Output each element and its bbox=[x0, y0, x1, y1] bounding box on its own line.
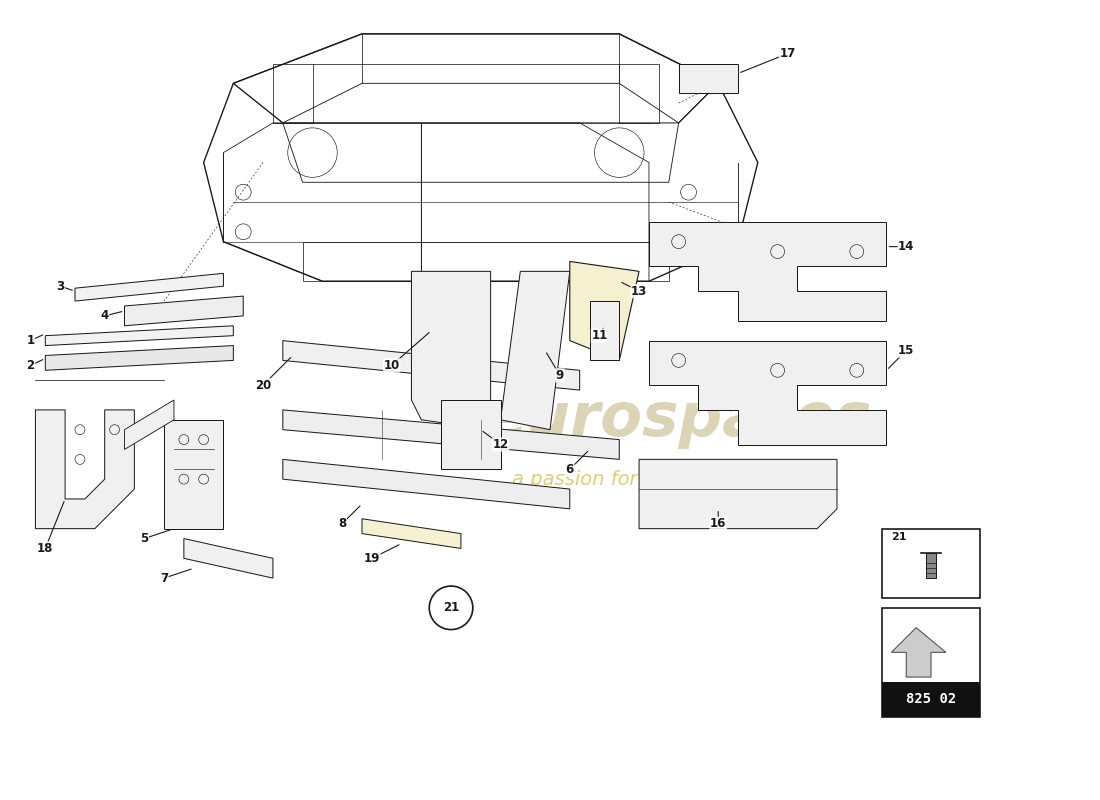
Text: 7: 7 bbox=[160, 572, 168, 585]
Text: a passion for parts since 1985: a passion for parts since 1985 bbox=[512, 470, 806, 489]
Text: 10: 10 bbox=[384, 359, 399, 372]
Polygon shape bbox=[570, 262, 639, 361]
Text: 11: 11 bbox=[592, 329, 607, 342]
Polygon shape bbox=[679, 63, 738, 94]
Polygon shape bbox=[639, 459, 837, 529]
Text: 5: 5 bbox=[140, 532, 148, 545]
Polygon shape bbox=[35, 410, 134, 529]
Text: 15: 15 bbox=[898, 344, 914, 357]
Text: 21: 21 bbox=[891, 531, 906, 542]
Polygon shape bbox=[283, 410, 619, 459]
Polygon shape bbox=[75, 274, 223, 301]
Text: 18: 18 bbox=[37, 542, 54, 555]
Polygon shape bbox=[362, 518, 461, 549]
Polygon shape bbox=[441, 400, 500, 470]
Text: 4: 4 bbox=[100, 310, 109, 322]
Polygon shape bbox=[649, 222, 887, 321]
Polygon shape bbox=[124, 400, 174, 450]
Text: 14: 14 bbox=[898, 240, 914, 253]
Text: 3: 3 bbox=[56, 280, 64, 293]
Text: 1: 1 bbox=[26, 334, 34, 347]
Polygon shape bbox=[411, 271, 491, 430]
Polygon shape bbox=[164, 420, 223, 529]
Text: 9: 9 bbox=[556, 369, 564, 382]
Polygon shape bbox=[590, 301, 619, 361]
Polygon shape bbox=[283, 341, 580, 390]
Polygon shape bbox=[649, 341, 887, 445]
Text: eurospares: eurospares bbox=[485, 390, 872, 450]
FancyBboxPatch shape bbox=[881, 529, 980, 598]
Text: 20: 20 bbox=[255, 378, 271, 392]
Polygon shape bbox=[500, 271, 570, 430]
Polygon shape bbox=[283, 459, 570, 509]
FancyBboxPatch shape bbox=[881, 682, 980, 717]
Text: 16: 16 bbox=[710, 517, 726, 530]
Text: 13: 13 bbox=[631, 285, 647, 298]
Polygon shape bbox=[124, 296, 243, 326]
Text: 17: 17 bbox=[780, 47, 795, 60]
Text: 19: 19 bbox=[364, 552, 381, 565]
Text: 2: 2 bbox=[26, 359, 34, 372]
Text: 825 02: 825 02 bbox=[906, 692, 956, 706]
Polygon shape bbox=[891, 628, 946, 677]
Text: 21: 21 bbox=[443, 602, 459, 614]
Polygon shape bbox=[184, 538, 273, 578]
Polygon shape bbox=[926, 554, 936, 578]
Text: 8: 8 bbox=[338, 517, 346, 530]
Polygon shape bbox=[45, 326, 233, 346]
Text: 6: 6 bbox=[565, 462, 574, 476]
Text: 12: 12 bbox=[493, 438, 508, 451]
Polygon shape bbox=[45, 346, 233, 370]
FancyBboxPatch shape bbox=[881, 608, 980, 717]
